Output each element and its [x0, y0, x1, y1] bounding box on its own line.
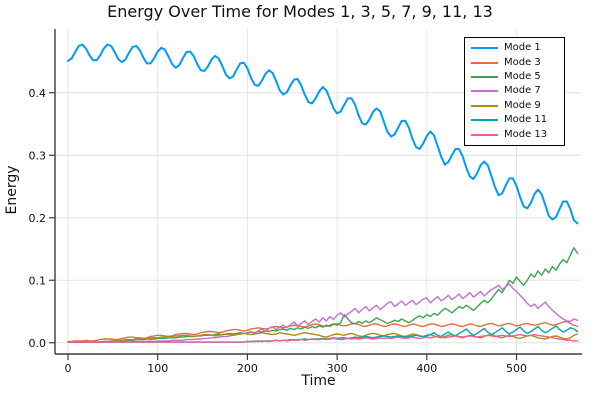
legend-line-swatch	[471, 133, 498, 136]
legend-entry-mode-11: Mode 11	[465, 113, 564, 127]
legend: Mode 1 Mode 3 Mode 5 Mode 7 Mode 9 Mode 11 Mod…	[464, 37, 565, 146]
legend-line-swatch	[471, 90, 498, 93]
x-tick-label: 400	[416, 362, 437, 375]
legend-line-swatch	[471, 75, 498, 78]
legend-entry-mode-9: Mode 9	[465, 99, 564, 113]
legend-label: Mode 5	[504, 70, 541, 82]
legend-label: Mode 11	[504, 114, 548, 126]
y-tick-label: 0.4	[29, 87, 47, 100]
x-axis-label: Time	[301, 373, 336, 389]
legend-label: Mode 9	[504, 99, 541, 111]
y-axis-label: Energy	[4, 165, 20, 215]
y-tick-label: 0.3	[29, 149, 47, 162]
x-tick-label: 500	[506, 362, 527, 375]
legend-line-swatch	[471, 119, 498, 122]
legend-line-swatch	[471, 104, 498, 107]
series-line-mode-3	[67, 320, 579, 343]
x-tick-label: 100	[147, 362, 168, 375]
series-line-mode-9	[67, 332, 579, 343]
legend-label: Mode 13	[504, 128, 548, 140]
x-tick-label: 300	[327, 362, 348, 375]
legend-entry-mode-1: Mode 1	[465, 41, 564, 55]
legend-line-swatch	[471, 61, 498, 64]
y-tick-label: 0.0	[29, 337, 47, 350]
series-line-mode-5	[67, 246, 579, 343]
legend-entry-mode-3: Mode 3	[465, 55, 564, 69]
legend-label: Mode 3	[504, 56, 541, 68]
y-tick-label: 0.1	[29, 274, 47, 287]
legend-label: Mode 1	[504, 42, 541, 54]
y-tick-label: 0.2	[29, 212, 47, 225]
chart-title: Energy Over Time for Modes 1, 3, 5, 7, 9…	[107, 2, 493, 21]
series-line-mode-1	[67, 43, 579, 225]
legend-entry-mode-13: Mode 13	[465, 127, 564, 141]
x-tick-label: 0	[65, 362, 72, 375]
legend-line-swatch	[471, 47, 498, 50]
legend-entry-mode-5: Mode 5	[465, 70, 564, 84]
legend-label: Mode 7	[504, 85, 541, 97]
series-line-mode-7	[67, 283, 579, 343]
legend-entry-mode-7: Mode 7	[465, 84, 564, 98]
series-line-mode-13	[67, 333, 579, 343]
x-tick-label: 200	[237, 362, 258, 375]
